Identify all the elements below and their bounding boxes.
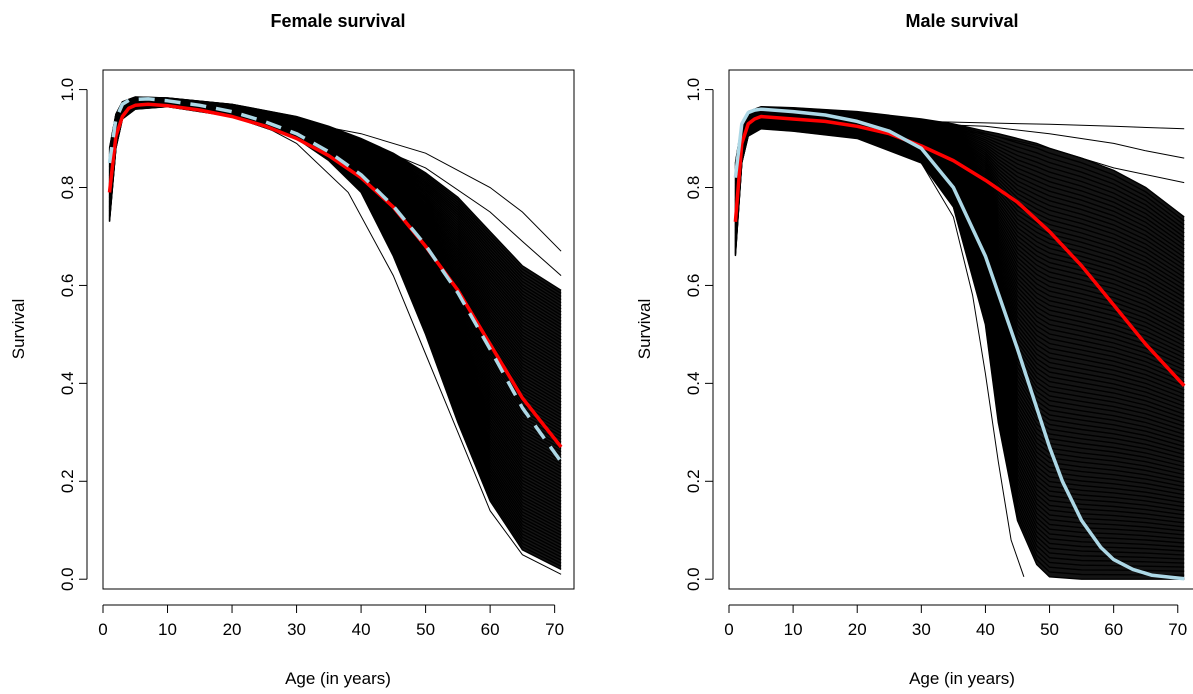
x-tick-label: 50 — [416, 620, 435, 639]
simulation-envelope — [109, 96, 562, 570]
simulated-curve — [109, 100, 562, 575]
y-tick-label: 0.8 — [684, 176, 703, 200]
x-axis-label: Age (in years) — [909, 669, 1015, 688]
y-tick-label: 0.0 — [58, 567, 77, 591]
simulated-curve — [109, 100, 562, 252]
male-survival-panel: Male survival 0 10 20 30 40 50 60 70 0.0 0.2 0.4 0.… — [635, 11, 1193, 688]
x-tick-label: 70 — [1168, 620, 1187, 639]
female-survival-panel: Female survival 0 10 20 30 40 50 60 70 0.0 0.2 0.4… — [9, 11, 575, 688]
survival-line — [107, 102, 563, 449]
x-tick-label: 30 — [287, 620, 306, 639]
x-tick-label: 0 — [98, 620, 107, 639]
y-tick-label: 0.6 — [684, 274, 703, 298]
y-axis-label: Survival — [9, 299, 28, 359]
x-tick-label: 60 — [481, 620, 500, 639]
simulation-envelope — [735, 106, 1185, 580]
plot-frame — [102, 69, 575, 590]
axis-ticks: 0 10 20 30 40 50 60 70 0.0 0.2 0.4 0.6 0.8 1.0 — [684, 78, 1187, 639]
y-tick-label: 1.0 — [684, 78, 703, 102]
y-tick-label: 1.0 — [58, 78, 77, 102]
x-axis-label: Age (in years) — [285, 669, 391, 688]
y-tick-label: 0.4 — [58, 372, 77, 396]
x-tick-label: 20 — [223, 620, 242, 639]
x-tick-label: 30 — [912, 620, 931, 639]
axis-ticks: 0 10 20 30 40 50 60 70 0.0 0.2 0.4 0.6 0.8 1.0 — [58, 78, 564, 639]
panel-title: Female survival — [270, 11, 405, 31]
y-tick-label: 0.8 — [58, 176, 77, 200]
x-tick-label: 70 — [545, 620, 564, 639]
x-tick-label: 50 — [1040, 620, 1059, 639]
x-tick-label: 60 — [1104, 620, 1123, 639]
y-tick-label: 0.4 — [684, 372, 703, 396]
plot-area — [107, 96, 563, 575]
x-tick-label: 40 — [976, 620, 995, 639]
survival-line — [733, 107, 1185, 581]
y-tick-label: 0.2 — [58, 469, 77, 493]
x-tick-label: 0 — [724, 620, 733, 639]
plot-frame — [728, 69, 1193, 590]
plot-area — [733, 105, 1186, 581]
x-tick-label: 10 — [158, 620, 177, 639]
x-tick-label: 40 — [352, 620, 371, 639]
y-tick-label: 0.0 — [684, 567, 703, 591]
dashed-survival-line — [107, 97, 563, 463]
panel-title: Male survival — [905, 11, 1018, 31]
x-tick-label: 10 — [784, 620, 803, 639]
simulated-curve — [734, 114, 1025, 577]
x-tick-label: 20 — [848, 620, 867, 639]
y-tick-label: 0.6 — [58, 274, 77, 298]
y-tick-label: 0.2 — [684, 469, 703, 493]
y-axis-label: Survival — [635, 299, 654, 359]
